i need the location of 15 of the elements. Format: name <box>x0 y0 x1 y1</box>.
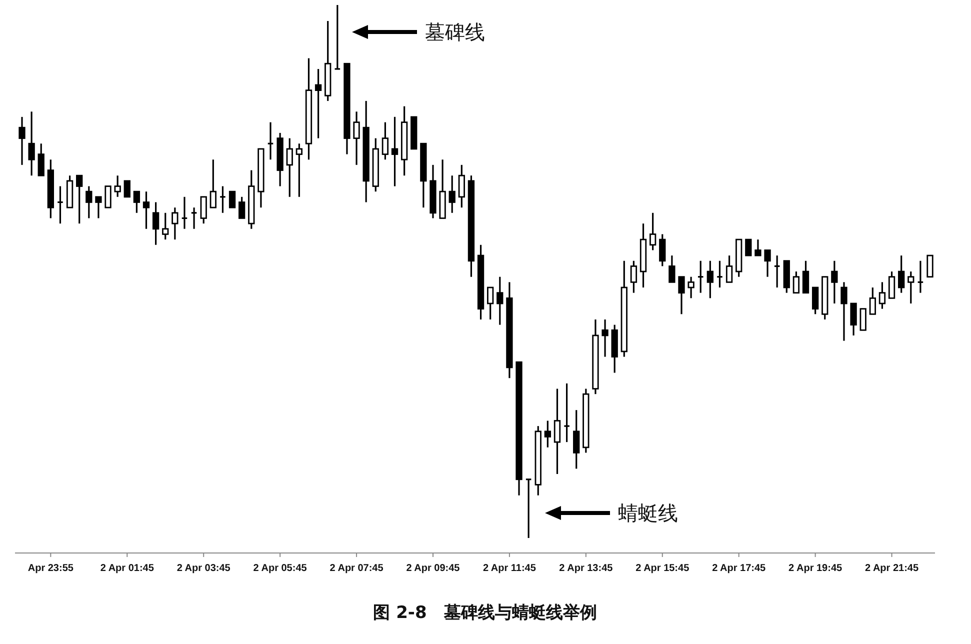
x-tick-label: 2 Apr 13:45 <box>559 563 614 574</box>
x-tick-label: 2 Apr 11:45 <box>482 563 536 574</box>
x-tick-label: Apr 23:55 <box>28 563 74 574</box>
x-tick-label: 2 Apr 03:45 <box>176 563 231 574</box>
annotation: 蜻蜓线 <box>618 501 678 525</box>
x-tick-label: 2 Apr 07:45 <box>330 563 384 574</box>
annotation: 墓碑线 <box>425 20 485 44</box>
x-tick-label: 2 Apr 17:45 <box>712 563 766 574</box>
x-tick-label: 2 Apr 01:45 <box>100 563 154 574</box>
text: 图 2-8 墓碑线与蜻蜓线举例 <box>373 603 597 623</box>
x-tick-label: 2 Apr 05:45 <box>253 563 308 574</box>
x-tick-label: 2 Apr 21:45 <box>864 563 919 574</box>
x-tick-label: 2 Apr 15:45 <box>636 563 690 574</box>
x-tick-label: 2 Apr 09:45 <box>406 563 460 574</box>
x-tick-label: 2 Apr 19:45 <box>788 563 843 574</box>
